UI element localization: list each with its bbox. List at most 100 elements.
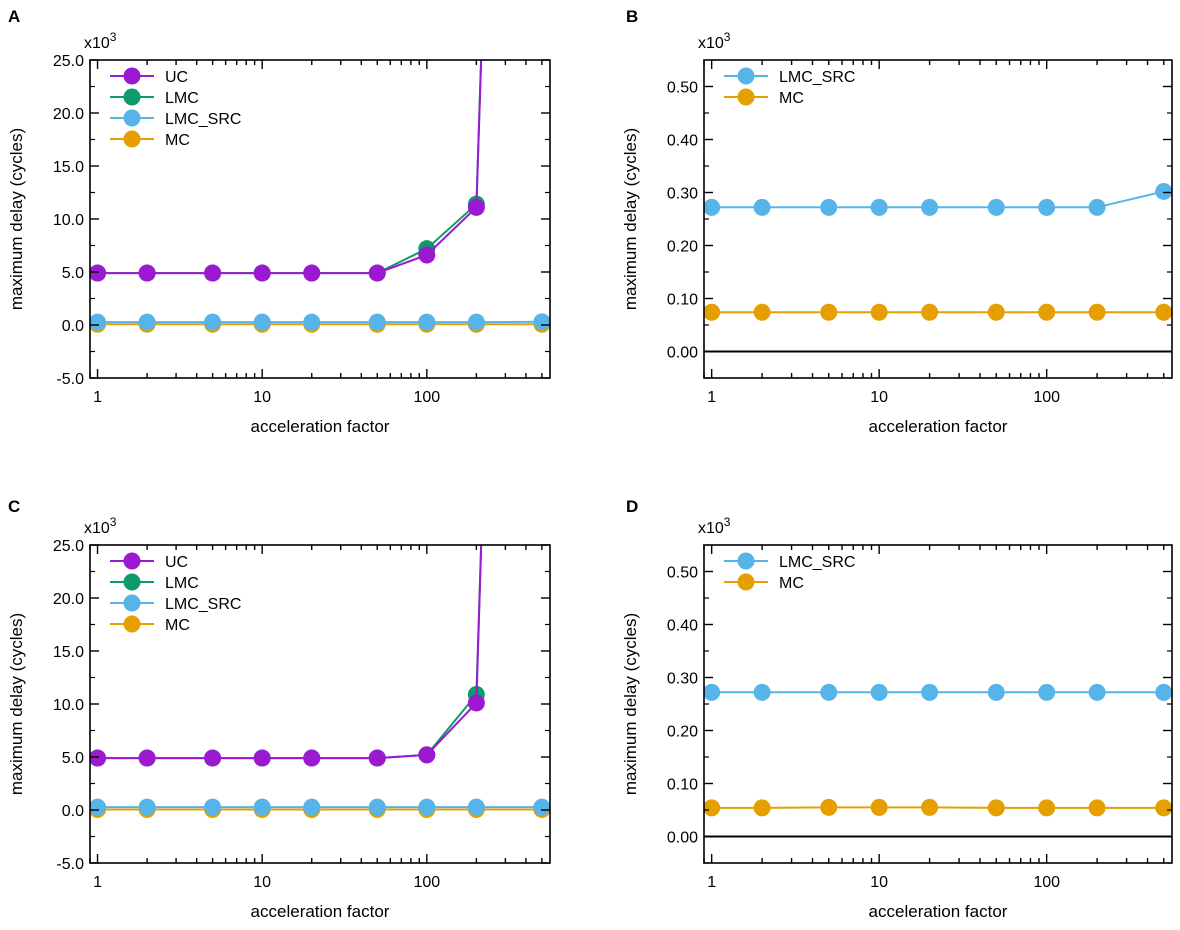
panel-letter-a: A xyxy=(8,7,20,26)
x-tick-label: 1 xyxy=(93,389,102,406)
data-point xyxy=(703,799,720,816)
plot-area-d xyxy=(703,684,1172,817)
data-point xyxy=(871,199,888,216)
x-tick-label: 1 xyxy=(707,874,716,891)
legend-label: MC xyxy=(165,132,190,149)
data-point xyxy=(1155,684,1172,701)
legend-marker xyxy=(124,131,141,148)
data-point xyxy=(418,746,435,763)
data-point xyxy=(254,314,271,331)
legend-label: LMC xyxy=(165,90,199,107)
multiplier-base: x10 xyxy=(84,35,110,52)
x-axis-title: acceleration factor xyxy=(251,902,390,921)
data-point xyxy=(1038,799,1055,816)
legend-marker xyxy=(124,553,141,570)
plot-area-b xyxy=(703,183,1172,321)
legend-marker xyxy=(738,89,755,106)
legend-label: MC xyxy=(779,90,804,107)
data-point xyxy=(204,265,221,282)
data-point xyxy=(820,684,837,701)
data-point xyxy=(1155,183,1172,200)
y-tick-label: -5.0 xyxy=(56,371,84,388)
legend-label: MC xyxy=(165,617,190,634)
y-tick-label: 10.0 xyxy=(53,212,84,229)
panel-letter-b: B xyxy=(626,7,638,26)
data-point xyxy=(1089,199,1106,216)
x-tick-label: 10 xyxy=(870,389,888,406)
data-point xyxy=(988,799,1005,816)
data-point xyxy=(139,265,156,282)
y-tick-label: 0.50 xyxy=(667,565,698,582)
legend-label: LMC_SRC xyxy=(779,554,855,571)
y-tick-label: 25.0 xyxy=(53,538,84,555)
series-line-uc xyxy=(98,20,483,273)
data-point xyxy=(89,265,106,282)
y-tick-label: 20.0 xyxy=(53,106,84,123)
legend-marker xyxy=(738,553,755,570)
data-point xyxy=(1089,684,1106,701)
series-lmc-src xyxy=(703,183,1172,216)
x-tick-label: 1 xyxy=(93,874,102,891)
x-tick-label: 10 xyxy=(253,389,271,406)
y-tick-label: 0.20 xyxy=(667,724,698,741)
legend-label: UC xyxy=(165,554,188,571)
data-point xyxy=(204,750,221,767)
x-tick-label: 10 xyxy=(870,874,888,891)
y-tick-label: 15.0 xyxy=(53,159,84,176)
y-tick-label: 25.0 xyxy=(53,53,84,70)
y-tick-label: 15.0 xyxy=(53,644,84,661)
data-point xyxy=(871,799,888,816)
x-axis-title: acceleration factor xyxy=(869,902,1008,921)
data-point xyxy=(533,799,550,816)
data-point xyxy=(89,799,106,816)
data-point xyxy=(418,799,435,816)
data-point xyxy=(303,799,320,816)
data-point xyxy=(139,314,156,331)
x-tick-label: 100 xyxy=(413,389,440,406)
data-point xyxy=(871,304,888,321)
axis-multiplier-c: x103 xyxy=(84,515,117,537)
data-point xyxy=(1155,304,1172,321)
y-tick-label: 10.0 xyxy=(53,697,84,714)
x-axis-title: acceleration factor xyxy=(251,417,390,436)
legend-label: LMC xyxy=(165,575,199,592)
data-point xyxy=(418,314,435,331)
x-axis-title: acceleration factor xyxy=(869,417,1008,436)
y-axis-title: maximum delay (cycles) xyxy=(621,613,640,795)
data-point xyxy=(820,799,837,816)
data-point xyxy=(820,199,837,216)
plot-area-c xyxy=(89,505,550,818)
data-point xyxy=(369,265,386,282)
data-point xyxy=(703,304,720,321)
data-point xyxy=(254,799,271,816)
y-axis-d: 0.000.100.200.300.400.50 xyxy=(667,565,1172,864)
y-tick-label: 0.50 xyxy=(667,80,698,97)
data-point xyxy=(754,684,771,701)
data-point xyxy=(988,684,1005,701)
series-lmc-src xyxy=(89,313,550,330)
legend-label: MC xyxy=(779,575,804,592)
y-tick-label: 0.20 xyxy=(667,239,698,256)
legend-label: UC xyxy=(165,69,188,86)
y-tick-label: 0.0 xyxy=(62,803,84,820)
series-line-uc xyxy=(98,505,483,758)
data-point xyxy=(468,799,485,816)
data-point xyxy=(754,304,771,321)
data-point xyxy=(921,799,938,816)
legend-label: LMC_SRC xyxy=(165,596,241,613)
data-point xyxy=(754,199,771,216)
y-axis-title: maximum delay (cycles) xyxy=(621,128,640,310)
series-line-lmc xyxy=(98,505,483,758)
multiplier-exponent: 3 xyxy=(724,515,731,529)
y-tick-label: 0.0 xyxy=(62,318,84,335)
data-point xyxy=(1038,684,1055,701)
panel-letter-d: D xyxy=(626,497,638,516)
legend-marker xyxy=(124,574,141,591)
y-tick-label: 0.10 xyxy=(667,777,698,794)
